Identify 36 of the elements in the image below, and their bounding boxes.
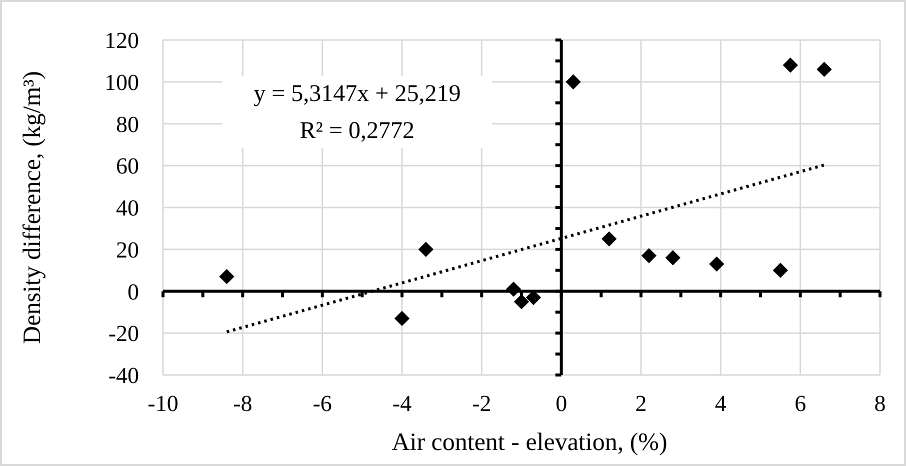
point (665, 250, 680, 266)
x-axis-title: Air content - elevation, (%) (392, 429, 668, 456)
x-tick-label: 8 (874, 391, 886, 416)
point (566, 74, 581, 90)
y-tick-label: 100 (104, 70, 139, 95)
x-tick-label: 6 (794, 391, 806, 416)
point (782, 58, 798, 73)
y-tick-label: -20 (108, 321, 139, 346)
y-tick-label: 0 (128, 279, 139, 304)
x-tick-label: -4 (392, 391, 412, 416)
x-tick-label: -6 (312, 391, 332, 416)
point (219, 269, 234, 284)
point (602, 231, 617, 246)
point (394, 310, 410, 326)
point (514, 294, 530, 310)
y-tick-label: 120 (104, 28, 139, 54)
point (506, 282, 522, 297)
x-tick-label: 2 (635, 391, 647, 416)
point (816, 62, 832, 77)
annotation: y = 5,3147x + 25,219 (254, 81, 461, 107)
point (772, 262, 788, 278)
y-tick-label: -40 (108, 363, 139, 388)
y-axis-title: Density difference, (kg/m³) (19, 71, 46, 344)
annotation: R² = 0,2772 (300, 118, 415, 144)
x-tick-label: 0 (556, 391, 568, 416)
y-tick-label: 40 (116, 196, 139, 221)
x-tick-label: 4 (714, 391, 727, 416)
x-tick-label: -10 (148, 391, 178, 416)
point (418, 242, 434, 257)
y-tick-label: 20 (116, 237, 139, 262)
y-tick-label: 80 (116, 112, 139, 137)
point (641, 248, 657, 264)
point (709, 256, 724, 272)
x-tick-label: -2 (472, 391, 492, 416)
y-tick-label: 60 (116, 154, 139, 179)
x-tick-label: -8 (233, 391, 252, 416)
